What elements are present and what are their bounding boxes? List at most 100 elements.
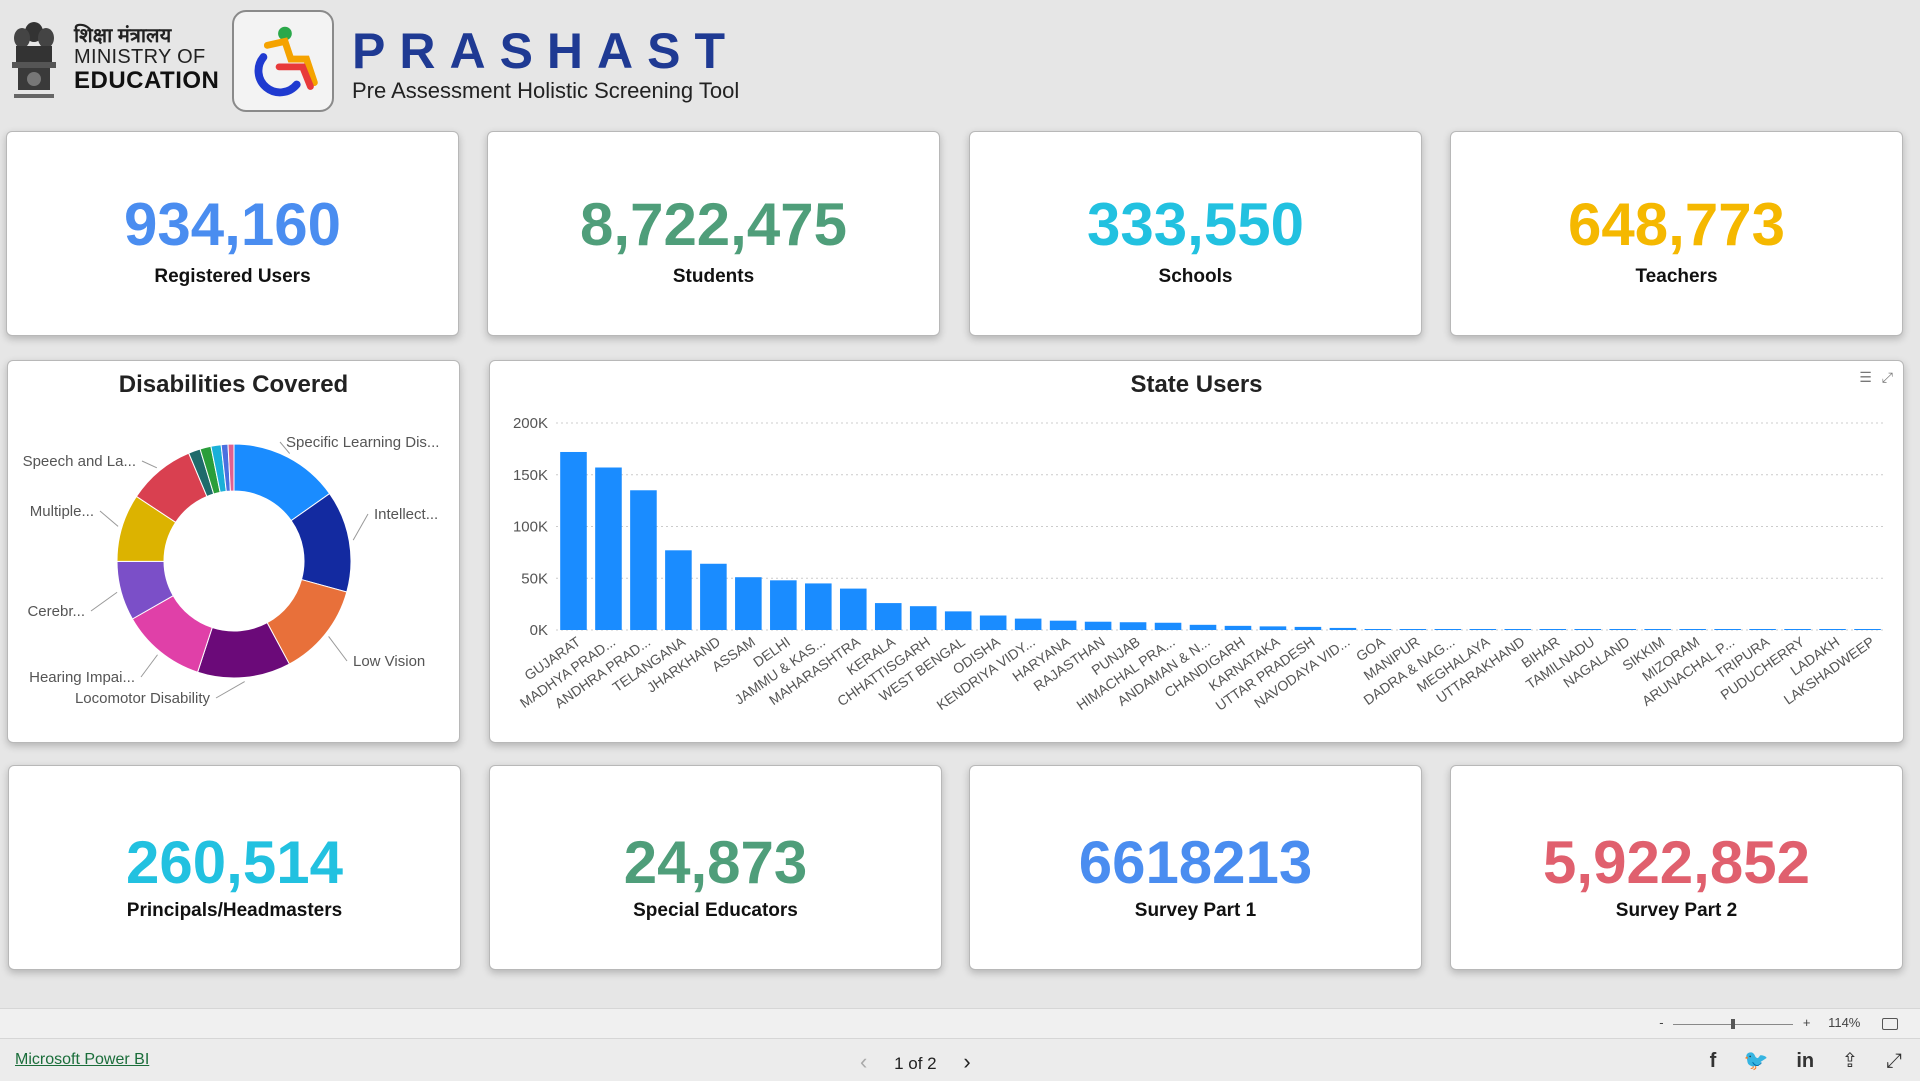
share-icon[interactable]: ⇪	[1841, 1050, 1859, 1072]
ministry-hindi: शिक्षा मंत्रालय	[74, 25, 172, 47]
kpi-value: 24,873	[623, 829, 808, 896]
zoom-control: - + 114%	[1659, 1015, 1898, 1030]
zoom-slider-thumb[interactable]	[1731, 1018, 1736, 1029]
kpi-label: Survey Part 1	[1134, 900, 1257, 921]
ministry-text: शिक्षा मंत्रालय MINISTRY OF EDUCATION	[74, 25, 219, 94]
bar[interactable]	[560, 451, 587, 630]
bar[interactable]	[700, 563, 727, 630]
bar[interactable]	[735, 577, 762, 630]
app-title: PRASHAST	[352, 23, 740, 79]
kpi-value: 6618213	[1078, 829, 1313, 896]
bar[interactable]	[770, 580, 797, 630]
bar[interactable]	[1469, 629, 1497, 630]
donut-leader-line	[140, 654, 158, 678]
kpi-value: 333,550	[1087, 191, 1304, 258]
national-emblem-icon	[12, 22, 56, 98]
focus-mode-icon[interactable]: ⤢	[1881, 369, 1893, 385]
power-bi-link[interactable]: Microsoft Power BI	[15, 1051, 150, 1068]
page-indicator: 1 of 2	[894, 1054, 937, 1073]
bar[interactable]	[1539, 629, 1567, 630]
twitter-icon[interactable]: 🐦	[1743, 1050, 1769, 1072]
bar[interactable]	[1119, 622, 1147, 630]
donut-slice[interactable]	[227, 443, 235, 492]
bar[interactable]	[1154, 622, 1182, 630]
disabilities-title: Disabilities Covered	[118, 371, 349, 398]
bar[interactable]	[909, 606, 937, 630]
y-tick-label: 200K	[513, 415, 548, 432]
bar[interactable]	[1434, 629, 1462, 630]
donut-leader-line	[141, 460, 158, 469]
donut-leader-line	[279, 441, 291, 454]
bar[interactable]	[1084, 621, 1112, 630]
kpi-card-survey-part-1: 6618213 Survey Part 1	[969, 765, 1422, 970]
bar[interactable]	[1329, 627, 1357, 630]
bar[interactable]	[1259, 626, 1287, 630]
bar[interactable]	[839, 588, 867, 630]
bar[interactable]	[979, 615, 1007, 630]
share-icons: f 🐦 in ⇪ ⤢	[1688, 1048, 1902, 1073]
y-tick-label: 150K	[513, 467, 548, 484]
bar[interactable]	[1679, 629, 1706, 630]
disabilities-panel[interactable]: Disabilities Covered Specific Learning D…	[7, 360, 460, 743]
bar[interactable]	[1224, 625, 1252, 630]
prev-page-button[interactable]: ‹	[860, 1049, 868, 1074]
donut-label: Specific Learning Dis...	[286, 434, 439, 451]
donut-leader-line	[328, 636, 348, 662]
disabilities-donut-chart[interactable]: Specific Learning Dis... Intellect... Low …	[8, 361, 459, 742]
footer: Microsoft Power BI ‹ 1 of 2 › f 🐦 in ⇪ ⤢	[0, 1038, 1920, 1081]
bar[interactable]	[1819, 629, 1846, 630]
bar[interactable]	[1504, 629, 1532, 630]
bar[interactable]	[1399, 629, 1427, 630]
kpi-label: Special Educators	[633, 900, 798, 921]
bar[interactable]	[595, 467, 622, 630]
state-users-panel[interactable]: State Users ☰ ⤢ 200K 150K 100K 50K 0K GUJARAT M…	[489, 360, 1904, 743]
y-tick-label: 100K	[513, 519, 548, 536]
bar[interactable]	[944, 611, 972, 630]
next-page-button[interactable]: ›	[963, 1049, 971, 1074]
bar[interactable]	[630, 490, 657, 630]
fit-to-page-icon[interactable]	[1882, 1017, 1898, 1030]
bar[interactable]	[1574, 629, 1602, 630]
y-tick-label: 0K	[530, 622, 548, 639]
bar[interactable]	[805, 583, 832, 630]
kpi-value: 648,773	[1568, 191, 1785, 258]
bar[interactable]	[1364, 629, 1392, 630]
donut-label: Multiple...	[30, 503, 94, 520]
panel-icons: ☰ ⤢	[1849, 369, 1893, 386]
kpi-value: 260,514	[126, 829, 343, 896]
zoom-in-button[interactable]: +	[1802, 1015, 1811, 1030]
facebook-icon[interactable]: f	[1709, 1050, 1717, 1072]
header: शिक्षा मंत्रालय MINISTRY OF EDUCATION PR…	[0, 0, 1920, 122]
kpi-label: Principals/Headmasters	[126, 900, 343, 921]
bar[interactable]	[1749, 629, 1776, 630]
kpi-card-survey-part-2: 5,922,852 Survey Part 2	[1450, 765, 1903, 970]
bar[interactable]	[1714, 629, 1741, 630]
kpi-label: Schools	[1158, 266, 1233, 287]
bar[interactable]	[874, 603, 902, 630]
kpi-value: 934,160	[124, 191, 341, 258]
zoom-slider[interactable]	[1673, 1018, 1794, 1029]
state-users-title: State Users	[1130, 371, 1263, 398]
bar[interactable]	[1014, 618, 1042, 630]
bar[interactable]	[1294, 626, 1322, 630]
bar[interactable]	[1854, 629, 1881, 630]
bar[interactable]	[1644, 629, 1671, 630]
donut-label: Low Vision	[353, 653, 425, 670]
ministry-line1: MINISTRY OF	[74, 46, 206, 68]
linkedin-icon[interactable]: in	[1796, 1050, 1815, 1072]
donut-leader-line	[99, 510, 119, 527]
bar[interactable]	[1049, 620, 1077, 630]
fullscreen-icon[interactable]: ⤢	[1886, 1050, 1902, 1072]
zoom-out-button[interactable]: -	[1659, 1015, 1664, 1030]
kpi-label: Survey Part 2	[1615, 900, 1738, 921]
bar[interactable]	[1609, 629, 1636, 630]
bar[interactable]	[1784, 629, 1811, 630]
kpi-value: 8,722,475	[580, 191, 847, 258]
page-navigator: ‹ 1 of 2 ›	[860, 1049, 971, 1075]
filter-icon[interactable]: ☰	[1859, 369, 1872, 385]
bar[interactable]	[1189, 624, 1217, 630]
bar[interactable]	[665, 550, 692, 630]
prashast-logo	[232, 10, 334, 112]
zoom-level: 114%	[1828, 1015, 1861, 1030]
